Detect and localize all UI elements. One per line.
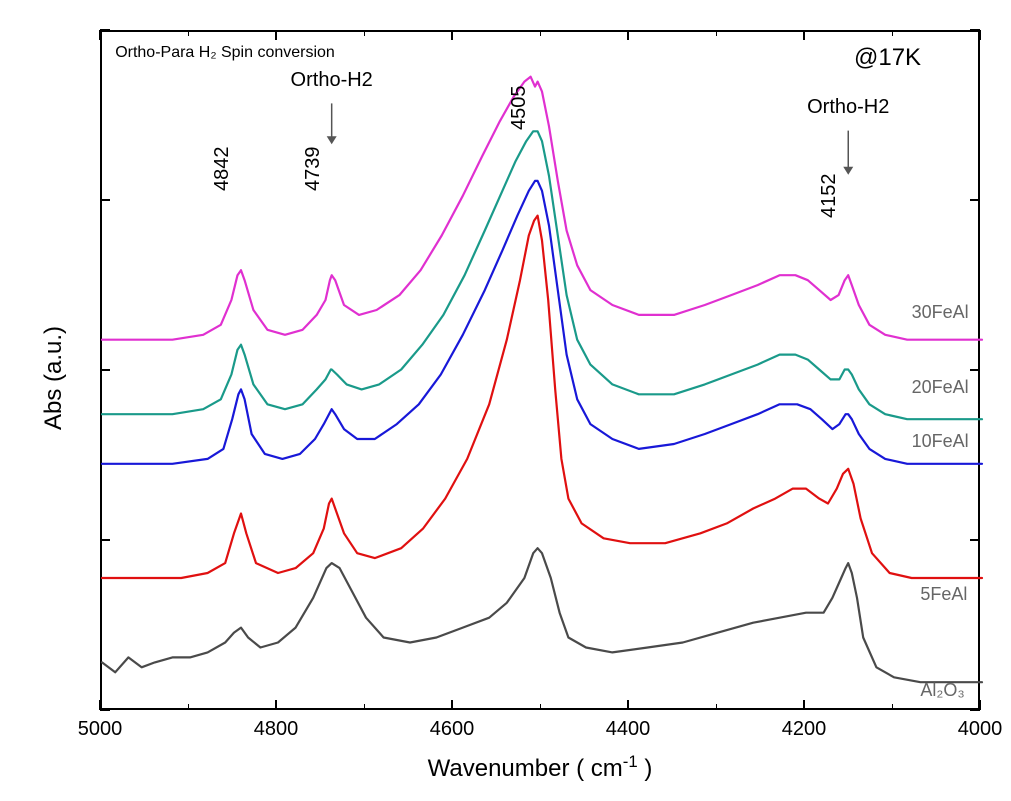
x-tick-label: 4600: [430, 718, 475, 741]
peak-label-4842: 4842: [211, 147, 234, 192]
x-axis-title-text: Wavenumber ( cm: [428, 755, 623, 782]
series-label-5FeAl: 5FeAl: [920, 584, 967, 605]
axis-tick: [100, 369, 110, 371]
ortho-arrowhead-left: [327, 136, 337, 144]
x-axis-title: Wavenumber ( cm-1 ): [428, 752, 653, 783]
x-tick-label: 4400: [606, 718, 651, 741]
axis-tick: [716, 704, 717, 710]
axis-tick: [540, 704, 541, 710]
series-label-Al2O3: Al₂O₃: [920, 680, 964, 701]
axis-tick: [364, 704, 365, 710]
axis-tick: [803, 30, 805, 40]
series-line-20FeAl: [102, 131, 982, 419]
axis-tick: [451, 700, 453, 710]
peak-label-4505: 4505: [508, 85, 531, 130]
axis-tick: [451, 30, 453, 40]
axis-tick: [627, 30, 629, 40]
temperature-label: @17K: [854, 44, 921, 72]
ortho-label-right: Ortho-H2: [807, 96, 889, 119]
axis-tick: [364, 30, 365, 36]
ortho-label-left: Ortho-H2: [291, 69, 373, 92]
axis-tick: [970, 709, 980, 711]
series-line-10FeAl: [102, 181, 982, 464]
axis-tick: [627, 700, 629, 710]
x-tick-label: 4200: [782, 718, 827, 741]
axis-tick: [99, 30, 101, 40]
axis-tick: [100, 709, 110, 711]
axis-tick: [540, 30, 541, 36]
axis-tick: [716, 30, 717, 36]
axis-tick: [275, 700, 277, 710]
axis-tick: [970, 199, 980, 201]
axis-tick: [979, 30, 981, 40]
peak-label-4152: 4152: [818, 174, 841, 219]
axis-tick: [970, 539, 980, 541]
series-label-10FeAl: 10FeAl: [912, 431, 969, 452]
figure-container: Ortho-Para H₂ Spin conversion @17K Al₂O₃…: [0, 0, 1011, 801]
series-label-30FeAl: 30FeAl: [912, 302, 969, 323]
axis-tick: [892, 704, 893, 710]
y-axis-title: Abs (a.u.): [40, 326, 68, 430]
axis-tick: [188, 704, 189, 710]
axis-tick: [100, 199, 110, 201]
inner-title: Ortho-Para H₂ Spin conversion: [115, 44, 335, 62]
axis-tick: [188, 30, 189, 36]
plot-area: Ortho-Para H₂ Spin conversion @17K Al₂O₃…: [100, 30, 980, 710]
x-tick-label: 4000: [958, 718, 1003, 741]
x-axis-title-suffix: ): [638, 755, 653, 782]
axis-tick: [100, 29, 110, 31]
axis-tick: [803, 700, 805, 710]
series-line-5FeAl: [102, 216, 982, 578]
axis-tick: [275, 30, 277, 40]
axis-tick: [892, 30, 893, 36]
peak-label-4739: 4739: [302, 147, 325, 192]
series-line-Al2O3: [102, 548, 982, 682]
plot-svg: [102, 32, 982, 712]
x-tick-label: 4800: [254, 718, 299, 741]
axis-tick: [100, 539, 110, 541]
x-tick-label: 5000: [78, 718, 123, 741]
ortho-arrowhead-right: [843, 167, 853, 175]
axis-tick: [970, 369, 980, 371]
series-label-20FeAl: 20FeAl: [912, 377, 969, 398]
axis-tick: [970, 29, 980, 31]
